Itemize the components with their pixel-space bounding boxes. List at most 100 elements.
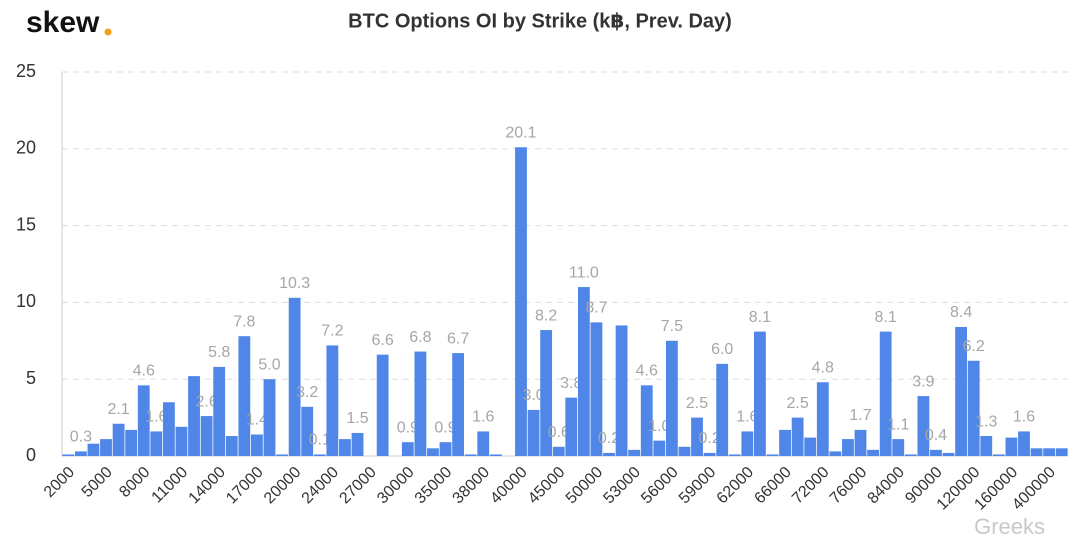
- x-tick-label: 2000: [41, 464, 78, 501]
- value-label: 6.8: [409, 329, 431, 346]
- bar: [980, 436, 993, 456]
- x-tick-label: 24000: [299, 464, 343, 508]
- value-label: 0.9: [397, 419, 419, 436]
- x-tick-label: 40000: [487, 464, 531, 508]
- y-tick-label: 5: [26, 368, 36, 388]
- bar: [640, 385, 653, 456]
- bar: [326, 345, 339, 456]
- bar: [892, 439, 905, 456]
- y-tick-label: 0: [26, 445, 36, 465]
- chart-title: BTC Options OI by Strike (k฿, Prev. Day): [348, 10, 732, 32]
- value-label: 3.9: [912, 373, 934, 390]
- value-label: 0.2: [698, 430, 720, 447]
- value-label: 1.6: [472, 409, 494, 426]
- bar: [665, 340, 678, 456]
- bar: [628, 449, 641, 456]
- x-tick-label: 400000: [1009, 464, 1059, 514]
- bar: [313, 454, 326, 456]
- value-label: 4.6: [133, 363, 155, 380]
- bar: [791, 417, 804, 456]
- value-label: 1.7: [849, 407, 871, 424]
- bar: [351, 432, 364, 456]
- value-label: 11.0: [569, 264, 599, 281]
- bar: [565, 397, 578, 456]
- x-tick-label: 30000: [374, 464, 418, 508]
- value-label: 6.7: [447, 330, 469, 347]
- bar: [967, 360, 980, 456]
- bar: [489, 454, 502, 456]
- bar: [603, 452, 615, 456]
- y-tick-label: 20: [16, 138, 36, 158]
- bar: [615, 325, 628, 456]
- bar: [942, 452, 955, 456]
- value-label: 1.6: [1013, 409, 1035, 426]
- value-label: 8.1: [749, 309, 771, 326]
- value-label: 6.6: [372, 332, 394, 349]
- value-label: 8.4: [950, 304, 972, 321]
- value-label: 2.5: [787, 395, 809, 412]
- bar: [842, 439, 854, 456]
- value-label: 1.5: [346, 410, 368, 427]
- bar: [87, 443, 100, 456]
- x-tick-label: 56000: [638, 464, 682, 508]
- bar: [1018, 431, 1030, 456]
- value-label: 3.2: [296, 384, 318, 401]
- bar: [150, 431, 163, 456]
- value-label: 7.5: [661, 318, 683, 335]
- logo: skew: [26, 6, 100, 39]
- value-label: 4.6: [636, 363, 658, 380]
- bar: [716, 363, 729, 456]
- bar: [992, 454, 1005, 456]
- x-tick-label: 14000: [186, 464, 230, 508]
- bar: [137, 385, 150, 456]
- y-tick-label: 10: [16, 291, 36, 311]
- x-tick-label: 38000: [450, 464, 494, 508]
- value-label: 20.1: [505, 124, 536, 141]
- bar: [188, 376, 200, 456]
- y-tick-label: 25: [16, 61, 36, 81]
- value-label: 2.5: [686, 395, 708, 412]
- bar: [577, 287, 590, 456]
- bar: [339, 439, 351, 456]
- x-tick-label: 50000: [563, 464, 607, 508]
- bar: [879, 331, 892, 456]
- x-tick-label: 35000: [412, 464, 456, 508]
- bar: [854, 429, 867, 456]
- value-label: 5.0: [258, 356, 280, 373]
- value-label: 8.2: [535, 307, 557, 324]
- bar: [678, 446, 691, 456]
- bar: [779, 429, 791, 456]
- x-tick-label: 27000: [336, 464, 380, 508]
- bar: [515, 147, 527, 456]
- x-tick-label: 72000: [789, 464, 833, 508]
- bar: [703, 452, 716, 456]
- bar: [112, 423, 125, 456]
- value-label: 7.8: [233, 313, 255, 330]
- value-label: 0.3: [70, 429, 92, 446]
- x-tick-label: 62000: [714, 464, 758, 508]
- value-label: 5.8: [208, 344, 230, 361]
- bar: [754, 331, 766, 456]
- logo-dot: [104, 28, 112, 36]
- value-label: 8.1: [875, 309, 897, 326]
- value-label: 3.0: [522, 387, 544, 404]
- bar: [238, 336, 251, 456]
- value-label: 8.7: [585, 300, 607, 317]
- x-tick-label: 17000: [223, 464, 267, 508]
- bar: [162, 402, 175, 456]
- bar: [930, 449, 942, 456]
- bar: [414, 351, 427, 456]
- x-tick-label: 84000: [865, 464, 909, 508]
- bar: [263, 379, 276, 456]
- bar: [527, 409, 540, 456]
- value-label: 4.8: [812, 359, 834, 376]
- bar: [251, 434, 263, 456]
- x-tick-label: 11000: [149, 464, 192, 507]
- bar: [200, 416, 213, 456]
- bar: [401, 442, 414, 456]
- watermark: Greeks: [974, 514, 1045, 539]
- value-label: 0.6: [548, 424, 570, 441]
- bar: [276, 454, 288, 456]
- x-tick-label: 76000: [827, 464, 871, 508]
